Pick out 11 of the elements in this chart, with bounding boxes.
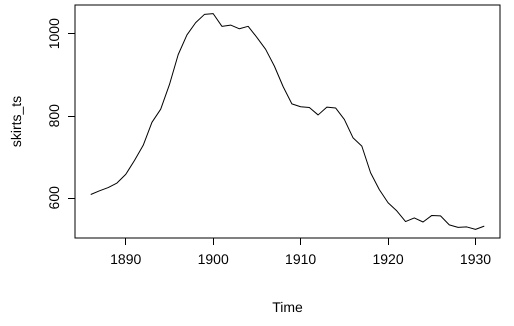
x-tick-label: 1900 [198,251,229,267]
y-axis-title: skirts_ts [8,96,24,148]
x-tick-label: 1910 [285,251,316,267]
x-axis-title: Time [272,299,304,315]
x-tick-label: 1920 [372,251,404,267]
y-tick-label: 1000 [46,18,62,50]
line-series [90,13,485,230]
y-tick-label: 600 [46,186,62,210]
x-tick-label: 1890 [110,251,142,267]
x-tick-label: 1930 [460,251,492,267]
y-tick-label: 800 [46,104,62,128]
